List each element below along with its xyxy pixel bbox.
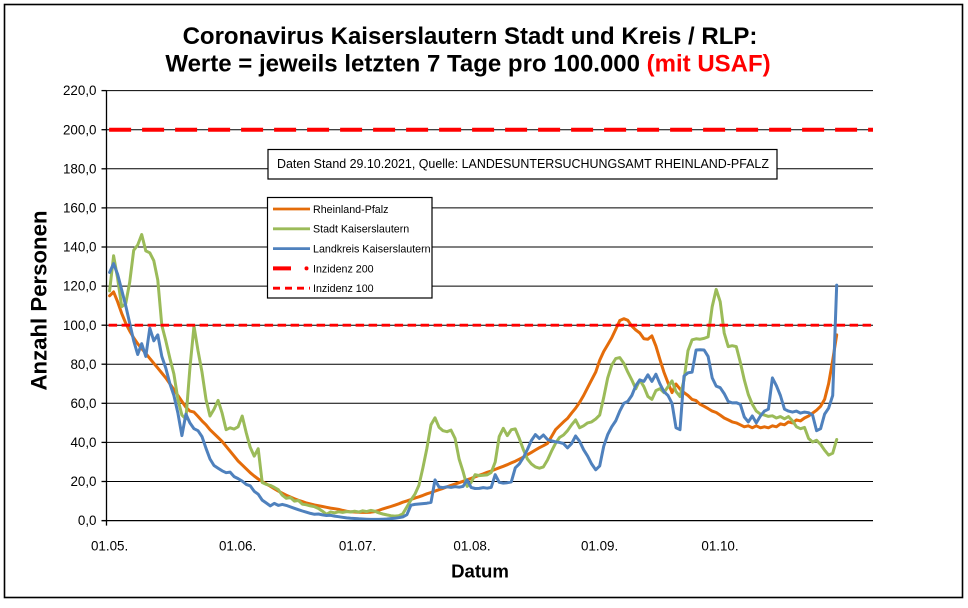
svg-text:220,0: 220,0	[63, 83, 97, 98]
svg-text:40,0: 40,0	[70, 435, 96, 450]
svg-text:Datum: Datum	[451, 561, 509, 582]
svg-text:160,0: 160,0	[63, 201, 97, 216]
svg-text:100,0: 100,0	[63, 318, 97, 333]
svg-text:200,0: 200,0	[63, 122, 97, 137]
svg-text:Daten Stand 29.10.2021, Quelle: Daten Stand 29.10.2021, Quelle: LANDESUN…	[277, 157, 769, 171]
svg-text:0,0: 0,0	[78, 513, 97, 528]
svg-text:01.07.: 01.07.	[339, 538, 376, 553]
svg-text:01.06.: 01.06.	[219, 538, 256, 553]
svg-text:20,0: 20,0	[70, 474, 96, 489]
svg-text:01.09.: 01.09.	[581, 538, 618, 553]
svg-text:Rheinland-Pfalz: Rheinland-Pfalz	[313, 204, 388, 216]
svg-text:01.05.: 01.05.	[91, 538, 128, 553]
svg-text:60,0: 60,0	[70, 396, 96, 411]
svg-text:Anzahl Personen: Anzahl Personen	[27, 210, 52, 390]
svg-text:Inzidenz 100: Inzidenz 100	[313, 283, 374, 295]
svg-text:Coronavirus Kaiserslautern Sta: Coronavirus Kaiserslautern Stadt und Kre…	[183, 23, 758, 50]
svg-text:140,0: 140,0	[63, 240, 97, 255]
svg-text:01.10.: 01.10.	[701, 538, 738, 553]
svg-text:Stadt Kaiserslautern: Stadt Kaiserslautern	[313, 224, 409, 236]
svg-text:80,0: 80,0	[70, 357, 96, 372]
svg-text:180,0: 180,0	[63, 161, 97, 176]
svg-text:Landkreis Kaiserslautern: Landkreis Kaiserslautern	[313, 244, 431, 256]
svg-text:01.08.: 01.08.	[453, 538, 490, 553]
svg-text:Inzidenz 200: Inzidenz 200	[313, 263, 374, 275]
svg-text:Werte = jeweils letzten 7 Tage: Werte = jeweils letzten 7 Tage pro 100.0…	[165, 50, 770, 77]
svg-text:120,0: 120,0	[63, 279, 97, 294]
